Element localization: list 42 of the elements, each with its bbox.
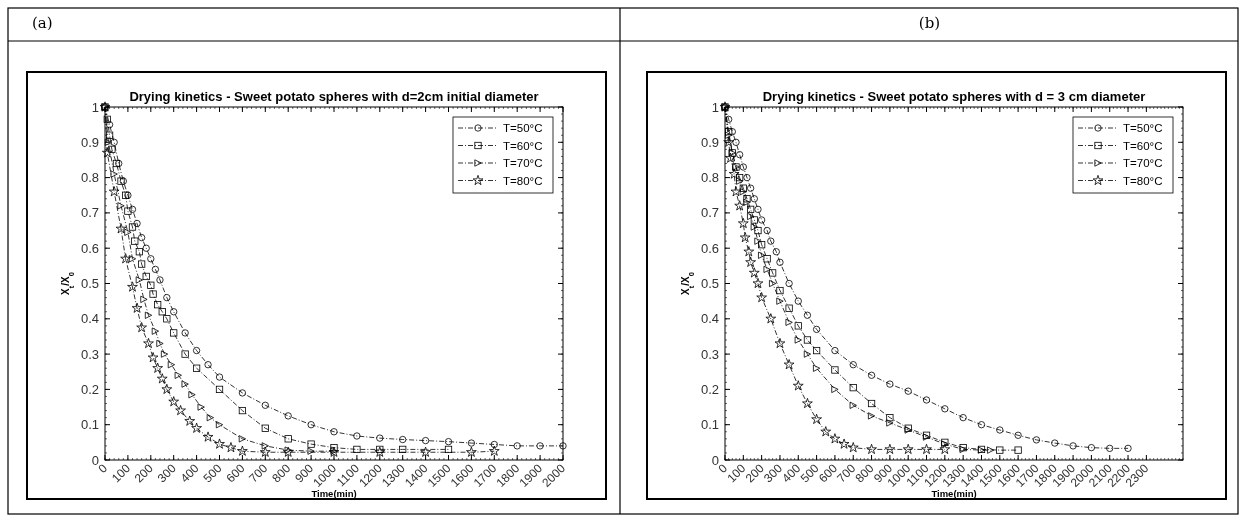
legend-label: T=60°C xyxy=(503,139,543,152)
y-tick-label: 0.5 xyxy=(700,276,719,292)
legend-label: T=50°C xyxy=(503,122,543,135)
y-tick-label: 0.6 xyxy=(80,240,99,256)
x-tick-label: 600 xyxy=(223,460,248,486)
legend-label: T=70°C xyxy=(1123,157,1163,170)
x-tick-label: 300 xyxy=(154,460,180,486)
y-tick-label: 0.4 xyxy=(700,311,719,327)
text: (a) xyxy=(32,14,53,32)
x-tick-label: 200 xyxy=(131,460,157,486)
x-tick-label: 700 xyxy=(246,460,271,486)
y-tick-label: 0.2 xyxy=(80,381,99,397)
y-tick-label: 0.6 xyxy=(700,240,719,256)
chart-title: Drying kinetics - Sweet potato spheres with d = 3 cm diameter xyxy=(762,89,1146,104)
y-tick-label: 0.1 xyxy=(80,417,99,433)
y-tick-label: 0.8 xyxy=(700,170,719,186)
y-tick-label: 1 xyxy=(91,99,99,115)
y-tick-label: 0.3 xyxy=(80,346,99,362)
chart-title: Drying kinetics - Sweet potato spheres with d=2cm initial diameter xyxy=(129,89,539,104)
y-tick-label: 0.4 xyxy=(80,311,99,327)
y-tick-label: 0.1 xyxy=(700,417,719,433)
x-tick-label: 100 xyxy=(108,460,134,486)
legend-label: T=80°C xyxy=(1123,174,1163,187)
y-tick-label: 0.7 xyxy=(700,205,719,221)
y-tick-label: 0.9 xyxy=(80,134,99,150)
x-axis-title: Time(min) xyxy=(311,488,357,499)
y-tick-label: 0.9 xyxy=(700,134,719,150)
text: (b) xyxy=(918,14,941,32)
y-tick-label: 0.2 xyxy=(700,381,719,397)
y-tick-label: 0.7 xyxy=(80,205,99,221)
y-tick-label: 0.8 xyxy=(80,170,99,186)
legend-label: T=70°C xyxy=(503,157,543,170)
x-tick-label: 800 xyxy=(269,460,294,486)
y-tick-label: 1 xyxy=(711,99,719,115)
legend-label: T=60°C xyxy=(1123,139,1163,152)
legend-label: T=50°C xyxy=(1123,122,1163,135)
y-tick-label: 0.3 xyxy=(700,346,719,362)
legend-label: T=80°C xyxy=(503,174,543,187)
x-axis-title: Time(min) xyxy=(931,488,977,499)
y-tick-label: 0.5 xyxy=(80,276,99,292)
x-tick-label: 500 xyxy=(200,460,225,486)
x-tick-label: 400 xyxy=(177,460,202,486)
